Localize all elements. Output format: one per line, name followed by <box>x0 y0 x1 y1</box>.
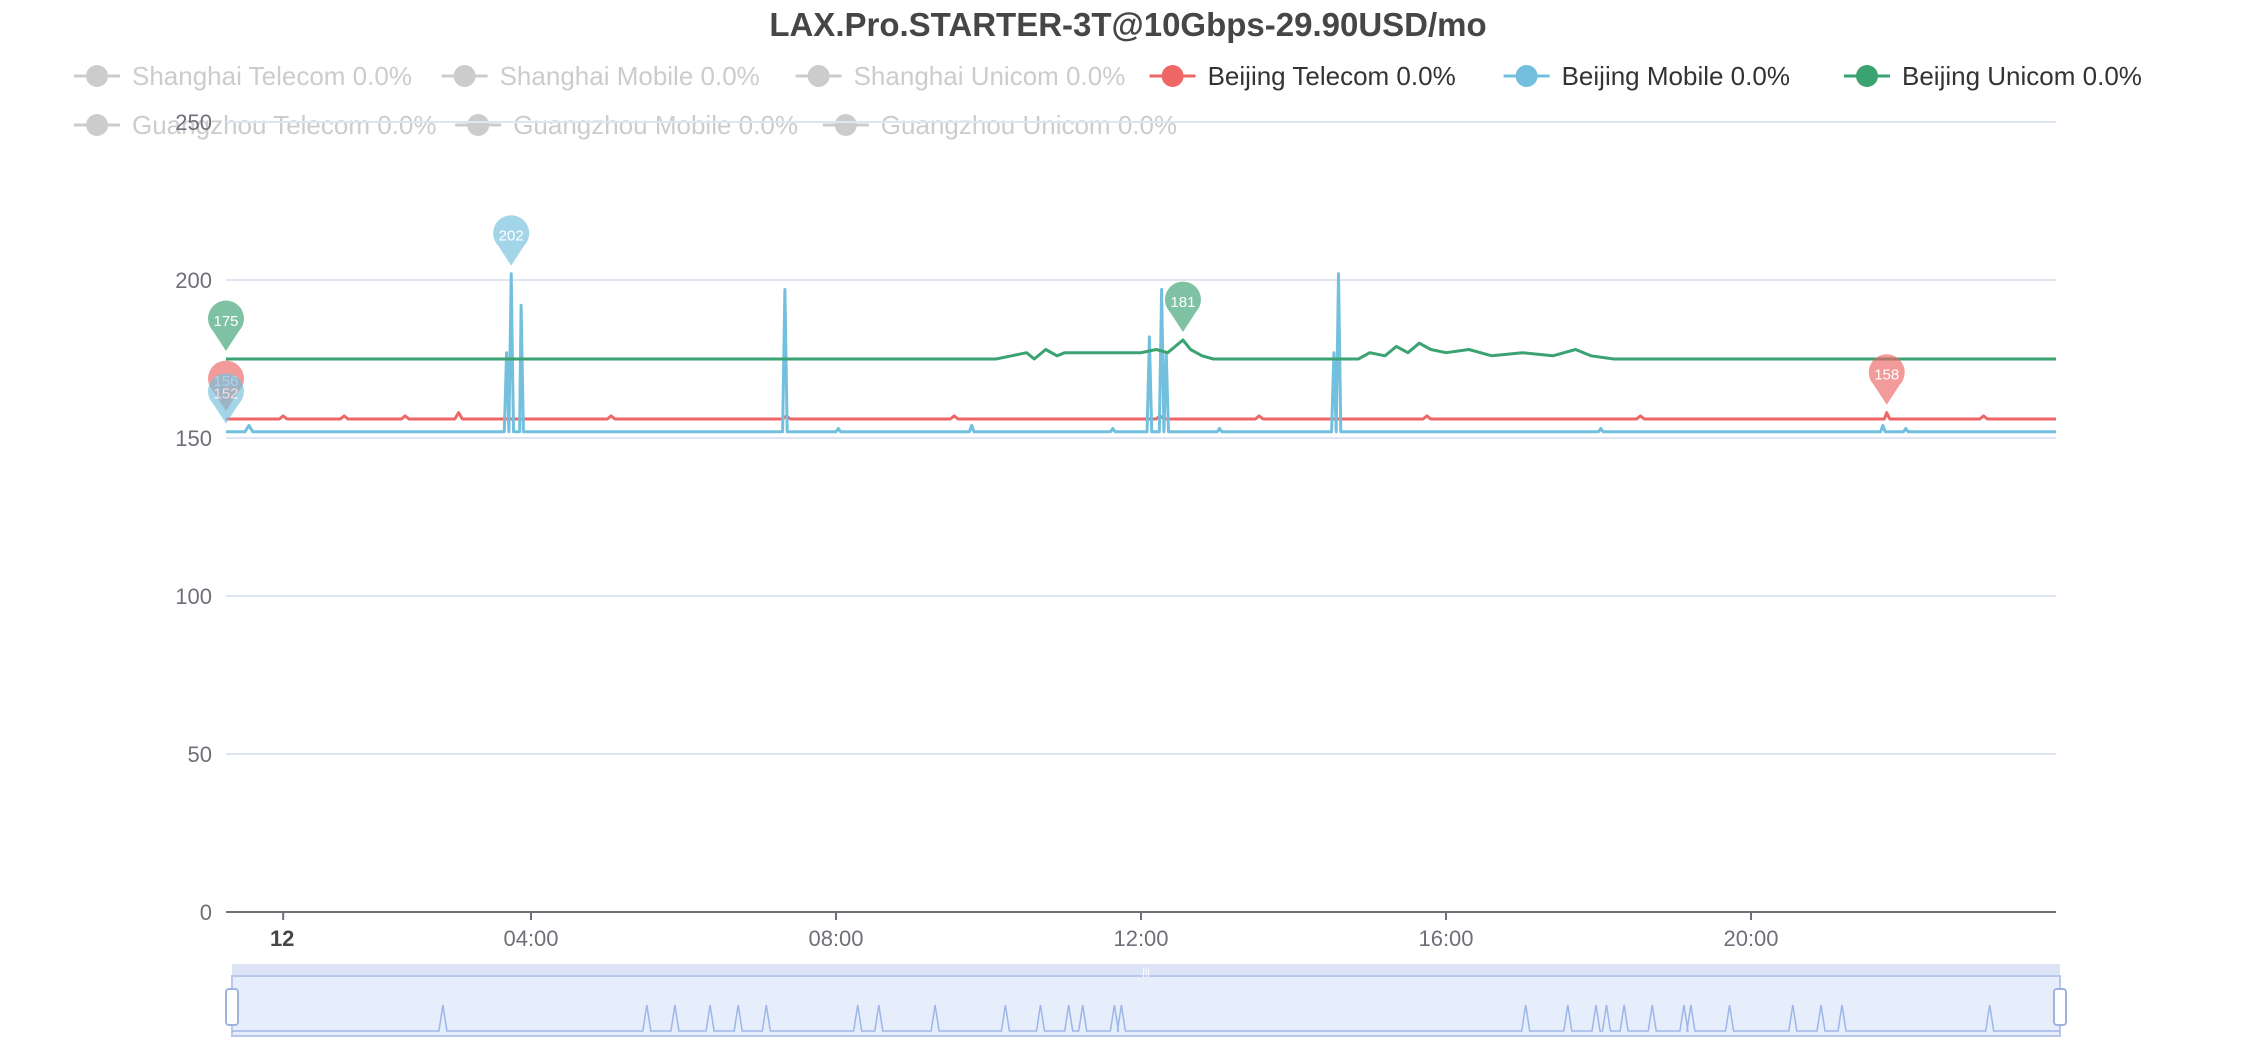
legend-label: Shanghai Mobile 0.0% <box>500 61 760 91</box>
series-line-beijing-mobile <box>226 272 2056 434</box>
marker-value: 152 <box>213 386 238 403</box>
legend-item[interactable]: Shanghai Unicom 0.0% <box>795 61 1126 91</box>
marker-pin-shape <box>208 373 244 424</box>
legend-item[interactable]: Guangzhou Unicom 0.0% <box>822 110 1177 140</box>
marker-pin-shape <box>208 300 244 351</box>
legend-dot <box>467 114 490 136</box>
x-tick-label: 20:00 <box>1723 926 1778 951</box>
legend-label: Guangzhou Mobile 0.0% <box>513 110 798 140</box>
chart-title: LAX.Pro.STARTER-3T@10Gbps-29.90USD/mo <box>769 6 1486 43</box>
legend-dot <box>1515 65 1538 87</box>
legend-item[interactable]: Beijing Telecom 0.0% <box>1149 61 1456 91</box>
markers-layer: 156158152202175181 <box>208 215 1905 424</box>
x-tick-label: 12:00 <box>1113 926 1168 951</box>
legend-item[interactable]: Guangzhou Mobile 0.0% <box>455 110 798 140</box>
y-tick-label: 250 <box>175 110 212 135</box>
datazoom-top-bar <box>232 964 2060 976</box>
legend-label: Beijing Telecom 0.0% <box>1208 61 1456 91</box>
legend-dot <box>86 65 108 87</box>
legend-label: Guangzhou Unicom 0.0% <box>881 110 1177 140</box>
legend-dot <box>86 114 108 136</box>
legend-label: Beijing Mobile 0.0% <box>1562 61 1790 91</box>
x-axis: 12 04:00 08:00 12:00 16:00 20:00 <box>226 911 2056 951</box>
datazoom-left-handle[interactable] <box>225 988 239 1026</box>
legend-item[interactable]: Shanghai Telecom 0.0% <box>74 61 412 91</box>
legend-label: Shanghai Unicom 0.0% <box>854 61 1126 91</box>
x-tick-label: 08:00 <box>808 926 863 951</box>
datazoom-slider[interactable]: ||| <box>225 964 2067 1037</box>
marker-pin-shape <box>1164 281 1201 333</box>
max-marker: 158 <box>1868 354 1905 405</box>
datazoom-move-handle: ||| <box>1142 967 1150 978</box>
max-marker: 202 <box>493 215 530 266</box>
y-axis: 0 50 100 150 200 250 <box>175 110 212 925</box>
max-marker: 181 <box>1164 281 1201 333</box>
series-line-beijing-telecom <box>226 411 2056 421</box>
datazoom-right-handle[interactable] <box>2053 988 2067 1026</box>
x-tick-label: 04:00 <box>503 926 558 951</box>
marker-pin-shape <box>1868 354 1905 405</box>
marker-value: 181 <box>1170 294 1195 311</box>
legend-dot <box>807 65 830 87</box>
legend: Shanghai Telecom 0.0% Shanghai Mobile 0.0… <box>74 61 2142 140</box>
legend-dot <box>834 114 857 136</box>
y-tick-label: 200 <box>175 268 212 293</box>
series-line-beijing-unicom <box>226 338 2056 361</box>
marker-value: 158 <box>1874 367 1899 384</box>
legend-dot <box>453 65 476 87</box>
y-tick-label: 100 <box>175 584 212 609</box>
legend-label: Beijing Unicom 0.0% <box>1902 61 2142 91</box>
legend-label: Guangzhou Telecom 0.0% <box>132 110 437 140</box>
min-marker: 152 <box>208 373 244 424</box>
legend-item[interactable]: Beijing Mobile 0.0% <box>1503 61 1790 91</box>
legend-item[interactable]: Beijing Unicom 0.0% <box>1844 61 2142 91</box>
x-tick-label: 12 <box>270 926 294 951</box>
legend-item[interactable]: Shanghai Mobile 0.0% <box>441 61 760 91</box>
y-tick-label: 0 <box>200 900 212 925</box>
legend-item[interactable]: Guangzhou Telecom 0.0% <box>74 110 437 140</box>
min-marker: 175 <box>208 300 244 351</box>
legend-label: Shanghai Telecom 0.0% <box>132 61 412 91</box>
x-tick-label: 16:00 <box>1418 926 1473 951</box>
marker-value: 202 <box>499 228 524 245</box>
datazoom-preview-line <box>232 1004 2060 1032</box>
marker-pin-shape <box>493 215 530 266</box>
marker-value: 175 <box>213 313 238 330</box>
legend-dot <box>1856 65 1878 87</box>
legend-dot <box>1161 65 1184 87</box>
datazoom-range <box>231 975 2061 1037</box>
series-layer <box>226 272 2056 434</box>
y-tick-label: 150 <box>175 426 212 451</box>
y-tick-label: 50 <box>188 742 212 767</box>
